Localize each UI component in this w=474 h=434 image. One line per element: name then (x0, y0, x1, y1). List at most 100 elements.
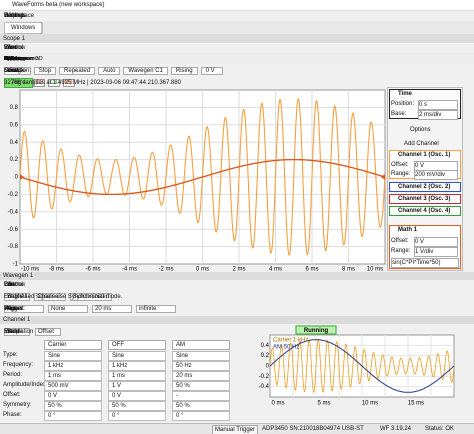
trigger[interactable]: None (4, 304, 44, 313)
toolbar-row: Trig'dC1C2C3C4M132768 samples at 1.4925 … (0, 77, 474, 88)
toolbar-button[interactable]: X Cursors (4, 55, 28, 62)
menu-item[interactable]: Control (4, 281, 24, 288)
menu-item[interactable]: Workspace (4, 13, 34, 19)
ch-enable[interactable]: Enable (4, 328, 23, 335)
channel-title[interactable]: Channel 4 (Osc. 4) (398, 208, 451, 214)
parameter-input[interactable]: - (172, 391, 230, 401)
menu-item[interactable]: Window (4, 281, 26, 288)
parameter-input[interactable]: 0 V (108, 391, 166, 401)
parameter-input[interactable]: 50 % (108, 401, 166, 411)
channel-title[interactable]: Channel 2 (Osc. 2) (398, 184, 451, 190)
column-header[interactable]: OFF (108, 340, 166, 350)
y-tick-label: 0.2 (261, 353, 270, 359)
add-channel-button[interactable]: Add Channel (404, 141, 439, 147)
toolbar-button[interactable]: Data (4, 55, 16, 62)
input[interactable]: 0 V (414, 237, 458, 247)
channel-title[interactable]: Channel 3 (Osc. 3) (398, 196, 451, 202)
menu-item[interactable]: Settings (4, 13, 26, 19)
channel-tag[interactable]: C4 (48, 78, 60, 87)
parameter-input[interactable]: 1 ms (44, 371, 102, 381)
toolbar-button[interactable]: +XY (4, 55, 15, 62)
toolbar-row: File Control Edit Window (0, 280, 474, 289)
input[interactable]: 2 ms/div (418, 110, 458, 120)
parameter-input[interactable]: 50 % (172, 401, 230, 411)
x-tick-label: 0 ms (196, 267, 209, 272)
tab[interactable]: Windows (4, 21, 43, 34)
menu-item[interactable]: File (4, 281, 14, 288)
wait[interactable]: None (48, 304, 88, 313)
menu-item[interactable]: View (4, 44, 17, 51)
stop-all[interactable]: Stop All (4, 292, 31, 301)
menu-item[interactable]: Edit (4, 281, 15, 288)
sync[interactable]: Synchronized (69, 292, 113, 301)
enable[interactable]: Enable (4, 293, 23, 300)
run[interactable]: 20 ms (92, 304, 132, 313)
toolbar-button[interactable]: Measurements (4, 55, 40, 62)
toolbar-button[interactable]: Cursors (4, 55, 23, 62)
column-header[interactable]: AM (172, 340, 230, 350)
parameter-input[interactable]: 0 ° (108, 411, 166, 421)
channel-tag[interactable]: C3 (33, 78, 46, 87)
parameter-input[interactable]: 500 mV (44, 381, 102, 391)
menu-item[interactable]: Window (4, 13, 26, 19)
toolbar-button[interactable]: Eye (4, 55, 14, 62)
stop[interactable]: Stop (33, 66, 57, 75)
options-button[interactable]: Options (410, 127, 431, 133)
condition[interactable]: Rising (170, 66, 198, 75)
parameter-input[interactable]: 1 V (108, 381, 166, 391)
menu-item[interactable]: Control (4, 13, 24, 19)
channels[interactable]: Channels (34, 292, 66, 301)
parameter-input[interactable]: 1 ms (108, 371, 166, 381)
toolbar-button[interactable]: FFT (4, 55, 14, 62)
parameter-input[interactable]: 0 ° (172, 411, 230, 421)
parameter-input[interactable]: Sine (108, 351, 166, 361)
source[interactable]: Wavegen C1 (123, 66, 168, 75)
toolbar-button[interactable]: Logging (4, 55, 23, 62)
single[interactable]: Single (4, 66, 31, 75)
toolbar-button[interactable]: Audio (4, 55, 18, 62)
mode[interactable]: Repeated (59, 66, 96, 75)
trigger-marker (20, 174, 24, 180)
idle-label[interactable]: Idle: (4, 328, 16, 335)
menu-item[interactable]: Control (4, 44, 24, 51)
parameter-input[interactable]: Sine (172, 351, 230, 361)
toolbar-button[interactable]: Ref. (4, 55, 14, 62)
menu-item[interactable]: Window (4, 44, 26, 51)
ch-stop[interactable]: Stop (4, 327, 30, 336)
toolbar-button[interactable]: +Zoom (4, 55, 21, 62)
input[interactable]: 0 s (418, 100, 458, 110)
menu-item[interactable]: File (4, 44, 14, 51)
auto[interactable]: Auto (98, 66, 121, 75)
parameter-input[interactable]: 0 ° (44, 411, 102, 421)
toolbar-button[interactable]: 3D (4, 55, 11, 62)
parameter-input[interactable]: 50 % (172, 381, 230, 391)
math-formula[interactable]: sin(C*PI*Time*50) (391, 258, 459, 268)
toolbar-button[interactable]: Persistence (4, 55, 32, 62)
input[interactable]: 200 mV/div (414, 170, 458, 180)
manual-trigger-button[interactable]: Manual Trigger (212, 425, 259, 434)
parameter-input[interactable]: 0 V (44, 391, 102, 401)
toolbar-button[interactable]: +XYZ (4, 55, 18, 62)
toolbar-button[interactable]: Y Cursors (4, 55, 28, 62)
level[interactable]: 0 V (200, 66, 223, 75)
input[interactable]: 1 V/div (414, 247, 458, 257)
parameter-input[interactable]: 1 kHz (108, 361, 166, 371)
scope-plot: 0.8 0.6 0.4 0.2 0 -0.2 -0.4 -0.6 -0.8 -1-10 ms -8 … (8, 89, 386, 272)
x-tick-label: 10 ms (362, 401, 378, 407)
column-header[interactable]: Carrier (44, 340, 102, 350)
menu-item[interactable]: Help (4, 13, 17, 19)
toolbar-button[interactable]: Histogram (4, 55, 29, 62)
toolbar-button[interactable]: Note (4, 55, 16, 62)
channel-tag[interactable]: M1 (62, 78, 76, 87)
parameter-input[interactable]: 50 Hz (172, 361, 230, 371)
toolbar-button[interactable]: Spectrogram (4, 55, 35, 62)
parameter-input[interactable]: 20 ms (172, 371, 230, 381)
toolbar-button[interactable]: Export (4, 55, 20, 62)
toolbar-button[interactable]: Spectrogram 3D (4, 55, 43, 62)
parameter-input[interactable]: 50 % (44, 401, 102, 411)
parameter-input[interactable]: 1 kHz (44, 361, 102, 371)
modulation[interactable]: Modulation (4, 328, 34, 335)
repeat[interactable]: infinite (136, 304, 176, 313)
parameter-input[interactable]: Sine (44, 351, 102, 361)
idle[interactable]: Offset (35, 327, 61, 336)
